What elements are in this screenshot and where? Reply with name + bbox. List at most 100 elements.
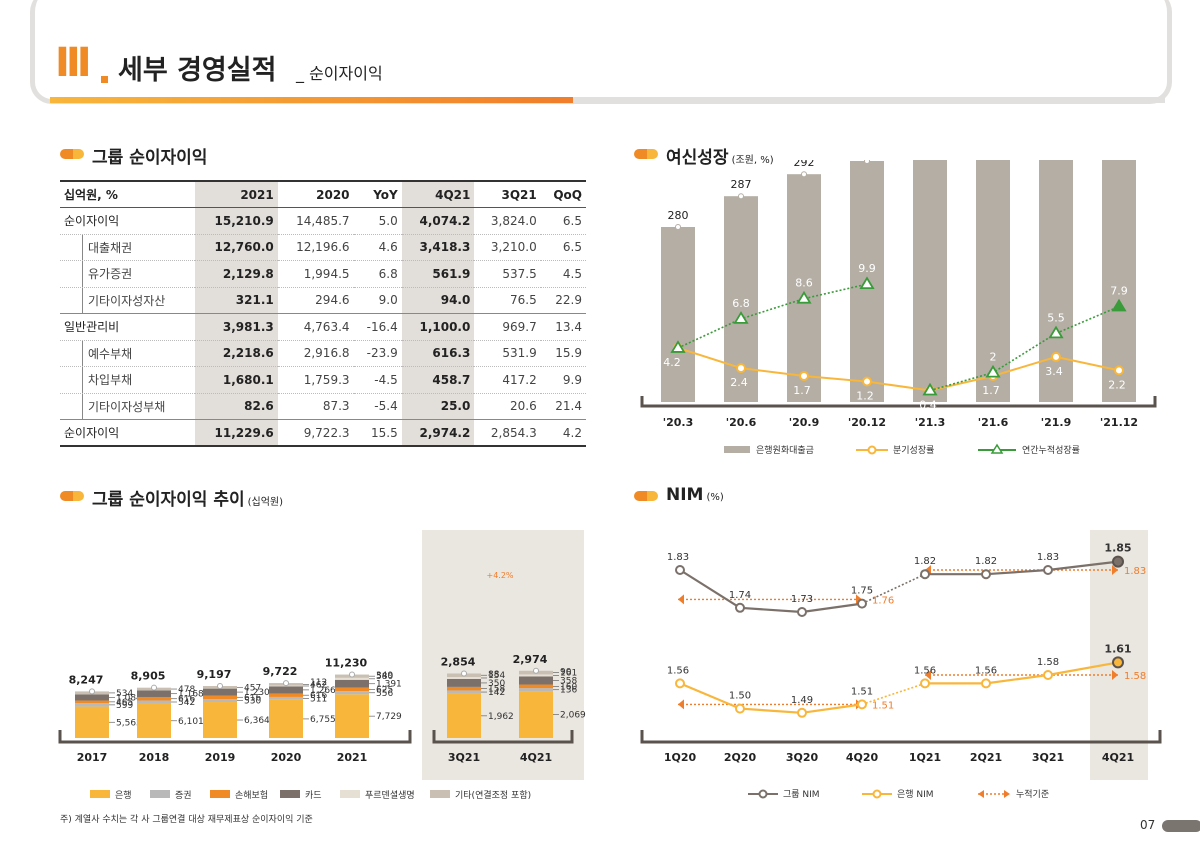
table-row-label: 순이자이익 xyxy=(60,419,195,447)
bullet-icon xyxy=(60,149,84,159)
quarterly-growth-point xyxy=(799,370,809,381)
stacked-segment xyxy=(75,694,109,701)
table-cell: 561.9 xyxy=(401,260,475,287)
quarterly-growth-point xyxy=(862,376,872,387)
table-cell: 2,974.2 xyxy=(401,419,475,447)
quarterly-growth-label: 2.4 xyxy=(730,376,748,389)
table-header-cell: 4Q21 xyxy=(401,180,475,208)
table-cell: 4,763.4 xyxy=(277,313,354,340)
table-header-cell: 3Q21 xyxy=(474,180,541,208)
table-cell: 25.0 xyxy=(401,392,475,420)
legend-label: 카드 xyxy=(305,790,322,801)
table-header-cell: QoQ xyxy=(540,180,586,208)
highlight-panel xyxy=(1090,530,1148,780)
cumulative-arrow xyxy=(1112,565,1118,575)
page-title: 세부 경영실적 xyxy=(118,55,277,86)
segment-label: 142 xyxy=(488,688,505,698)
nim-line xyxy=(679,569,863,614)
table-cell: -23.9 xyxy=(353,339,402,367)
legend-marker xyxy=(978,790,984,798)
table-header-cell: 십억원, % xyxy=(60,180,195,208)
stacked-segment xyxy=(335,691,369,695)
segment-label: 530 xyxy=(244,697,261,707)
nim-value-label: 1.58 xyxy=(1037,657,1059,668)
table-cell: 417.2 xyxy=(474,366,541,393)
indent-bar xyxy=(82,393,83,419)
segment-label: 350 xyxy=(488,679,505,689)
stacked-segment xyxy=(335,677,369,680)
table-title-text: 그룹 순이자이익 xyxy=(92,148,208,168)
loan-section-title: 여신성장 (조원, %) xyxy=(666,143,774,168)
stacked-segment xyxy=(269,696,303,700)
table-cell: 2,218.6 xyxy=(194,339,278,367)
nim-point xyxy=(735,602,745,613)
stacked-segment xyxy=(519,688,553,692)
segment-label: 349 xyxy=(376,671,393,681)
indent-bar xyxy=(82,287,83,313)
table-cell: 5.0 xyxy=(353,207,402,234)
total-label: 11,230 xyxy=(325,657,368,670)
table-cell: 12,760.0 xyxy=(194,233,278,261)
section-number: III xyxy=(55,40,92,86)
loan-unit: (조원, %) xyxy=(731,155,774,166)
footnote: 주) 계열사 수치는 각 사 그룹연결 대상 재무제표상 순이자이익 기준 xyxy=(60,815,313,825)
table-cell: 458.7 xyxy=(401,366,475,393)
table-row-label: 차입부채 xyxy=(60,366,195,393)
x-axis xyxy=(640,730,1162,744)
stacked-segment xyxy=(203,688,237,696)
table-row: 기타이자성자산 321.1 294.6 9.0 94.0 76.5 22.9 xyxy=(60,286,586,314)
annual-growth-line xyxy=(929,305,1120,392)
x-tick-label: '20.12 xyxy=(848,416,886,429)
annual-growth-marker xyxy=(985,364,1001,378)
stacked-segment xyxy=(447,678,481,687)
table-cell: 13.4 xyxy=(540,313,586,340)
cumulative-label: 1.83 xyxy=(1124,566,1146,577)
segment-label: 136 xyxy=(560,686,577,696)
table-cell: 9,722.3 xyxy=(277,419,354,447)
table-cell: 4.2 xyxy=(540,419,586,447)
quarterly-growth-point xyxy=(736,363,746,374)
legend-swatch xyxy=(150,790,170,798)
total-label: 9,722 xyxy=(263,665,298,678)
segment-label: 625 xyxy=(376,685,393,695)
cumulative-label: 1.76 xyxy=(872,595,894,606)
nim-value-label: 1.83 xyxy=(667,552,689,563)
segment-label: 542 xyxy=(178,698,195,708)
x-tick-label: '20.9 xyxy=(789,416,820,429)
table-cell: 969.7 xyxy=(474,313,541,340)
indent-bar xyxy=(82,261,83,287)
nim-point xyxy=(797,607,807,617)
annual-growth-marker xyxy=(1048,325,1064,339)
nim-line-transition xyxy=(861,682,926,706)
cumulative-arrow xyxy=(678,594,684,605)
nim-point xyxy=(857,598,867,609)
stacked-segment xyxy=(519,674,553,677)
annual-growth-label: 2 xyxy=(990,351,997,364)
table-row-label: 순이자이익 xyxy=(60,207,195,234)
cumulative-label: 1.51 xyxy=(872,700,894,711)
nim-value-label: 1.49 xyxy=(791,695,813,706)
legend-swatch xyxy=(724,446,750,453)
annual-growth-marker xyxy=(859,276,875,290)
table-cell: 3,418.3 xyxy=(401,233,475,261)
legend-label: 은행원화대출금 xyxy=(756,444,814,456)
table-row-label: 기타이자성자산 xyxy=(60,286,195,314)
nim-line-transition xyxy=(861,573,926,605)
total-label: 2,974 xyxy=(513,653,548,666)
quarterly-growth-label: 2.2 xyxy=(1108,378,1126,391)
segment-label: 1,084 xyxy=(116,693,142,703)
stacked-segment xyxy=(519,684,553,689)
nim-section-title: NIM (%) xyxy=(666,485,724,505)
legend-swatch xyxy=(210,790,230,798)
table-cell: 3,824.0 xyxy=(474,207,541,234)
x-tick-label: 3Q21 xyxy=(1032,751,1064,764)
table-cell: -16.4 xyxy=(353,313,402,340)
loan-bar-dot xyxy=(738,193,744,200)
loan-growth-chart: 280'20.3287'20.6292'20.9295'20.12297'21.… xyxy=(640,160,1157,456)
bullet-icon xyxy=(634,149,658,159)
nim-value-label: 1.56 xyxy=(667,665,689,676)
quarterly-growth-label: 3.4 xyxy=(1045,365,1063,378)
nim-point xyxy=(1112,656,1124,669)
annual-growth-marker xyxy=(670,340,686,353)
loan-bar-dot xyxy=(801,171,807,178)
